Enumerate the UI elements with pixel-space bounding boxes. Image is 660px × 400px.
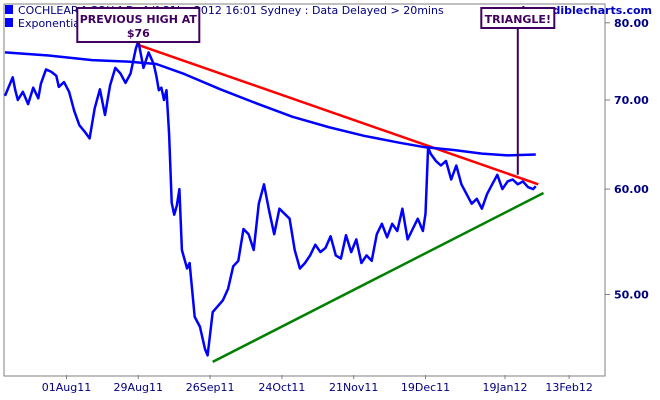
annotation-label: TRIANGLE! xyxy=(485,13,551,26)
resistance-trendline xyxy=(137,43,539,186)
x-tick-label: 21Nov11 xyxy=(329,381,378,394)
series-layer xyxy=(3,39,537,357)
x-tick-label: 13Feb12 xyxy=(545,381,592,394)
y-tick-label: 70.00 xyxy=(614,94,649,107)
x-tick-label: 19Jan12 xyxy=(483,381,528,394)
support-trendline xyxy=(212,191,545,364)
y-tick-label: 60.00 xyxy=(614,183,649,196)
annotation-layer: PREVIOUS HIGH AT$76 TRIANGLE! xyxy=(76,7,556,175)
y-tick-label: 80.00 xyxy=(614,17,649,30)
y-tick-label: 50.00 xyxy=(614,289,649,302)
x-tick-label: 01Aug11 xyxy=(42,381,91,394)
x-axis: 01Aug11 29Aug11 26Sep11 24Oct11 21Nov11 19Dec… xyxy=(42,375,593,394)
x-tick-label: 19Dec11 xyxy=(401,381,450,394)
annotation-label: $76 xyxy=(127,27,150,40)
ema-series-line xyxy=(4,51,536,157)
x-tick-label: 29Aug11 xyxy=(114,381,163,394)
annotation-label: PREVIOUS HIGH AT xyxy=(80,13,198,26)
trendline-layer xyxy=(137,43,545,364)
x-tick-label: 24Oct11 xyxy=(258,381,305,394)
annotation-box xyxy=(76,7,201,43)
legend-square-icon xyxy=(5,5,13,14)
x-tick-label: 26Sep11 xyxy=(186,381,235,394)
price-series-line xyxy=(3,39,537,357)
annotation-box xyxy=(480,7,556,29)
y-axis: 50.00 60.00 70.00 80.00 xyxy=(605,17,649,302)
legend-square-icon xyxy=(5,18,13,27)
plot-frame xyxy=(3,3,606,377)
